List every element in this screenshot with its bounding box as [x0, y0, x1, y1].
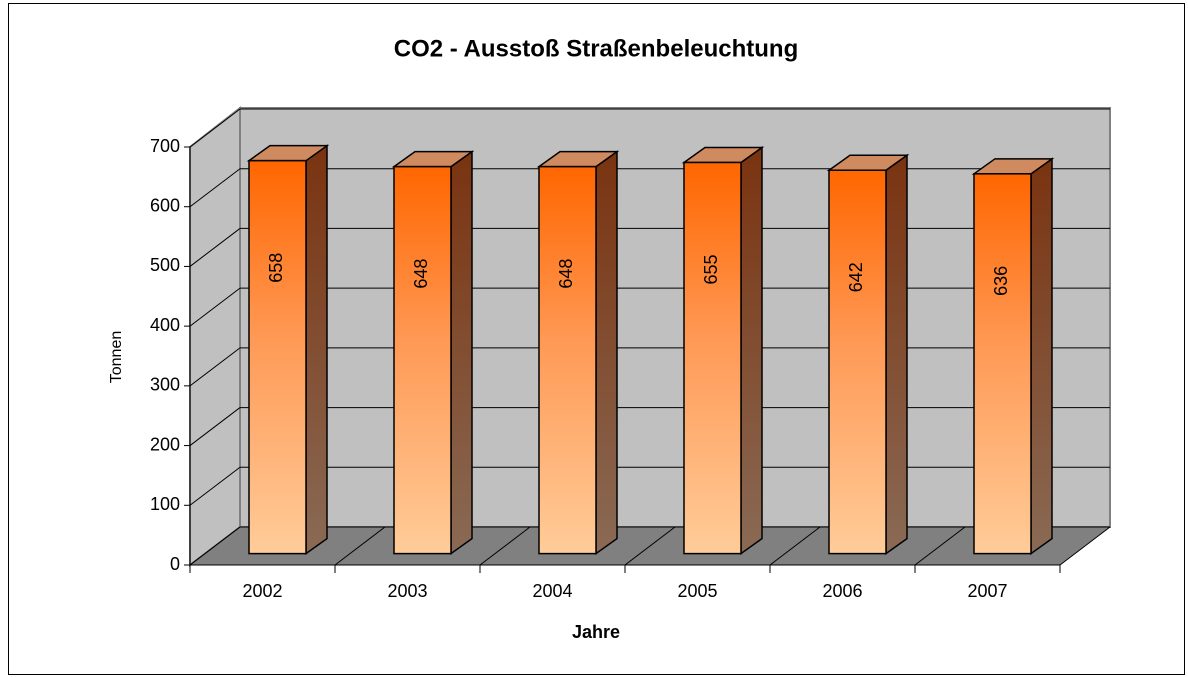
floor-line [189, 526, 241, 566]
bar-side [305, 144, 328, 556]
data-label: 648 [411, 259, 431, 289]
x-tick-label: 2006 [822, 581, 862, 601]
bar-side [450, 150, 473, 556]
x-tick-label: 2004 [532, 581, 572, 601]
x-tick-label: 2002 [242, 581, 282, 601]
data-label: 636 [991, 266, 1011, 296]
x-tick-label: 2005 [677, 581, 717, 601]
y-axis-title: Tonnen [108, 331, 125, 384]
bar-side [740, 146, 763, 556]
grid-line [189, 466, 241, 506]
bar [828, 169, 887, 555]
y-tick-label: 600 [150, 195, 180, 215]
bar [538, 165, 597, 555]
bar [393, 165, 452, 555]
floor-line [769, 526, 821, 566]
y-tick-label: 500 [150, 255, 180, 275]
y-tick-label: 700 [150, 136, 180, 156]
grid-line [189, 168, 241, 208]
y-tick-label: 200 [150, 434, 180, 454]
y-tick-label: 100 [150, 494, 180, 514]
data-label: 658 [266, 253, 286, 283]
bar [683, 161, 742, 555]
x-tick-label: 2007 [967, 581, 1007, 601]
chart-title: CO2 - Ausstoß Straßenbeleuchtung [394, 35, 798, 62]
x-axis-title: Jahre [572, 622, 620, 642]
grid-line [189, 347, 241, 387]
floor-line [624, 526, 676, 566]
floor-line [1059, 526, 1111, 566]
y-tick-label: 300 [150, 375, 180, 395]
data-label: 642 [846, 262, 866, 292]
bar [973, 173, 1032, 555]
floor-line [914, 526, 966, 566]
grid-line [189, 228, 241, 267]
floor-line [334, 526, 386, 566]
grid-line [189, 287, 241, 327]
bar-side [1030, 157, 1053, 556]
data-label: 648 [556, 259, 576, 289]
data-label: 655 [701, 254, 721, 284]
bar-side [885, 153, 908, 556]
grid-line [189, 108, 241, 148]
bar [248, 159, 307, 555]
grid-line [189, 407, 241, 446]
x-tick-label: 2003 [387, 581, 427, 601]
bar-side [595, 150, 618, 556]
floor-line [479, 526, 531, 566]
y-tick-label: 400 [150, 315, 180, 335]
y-tick-label: 0 [170, 554, 180, 574]
side-wall [189, 105, 241, 568]
